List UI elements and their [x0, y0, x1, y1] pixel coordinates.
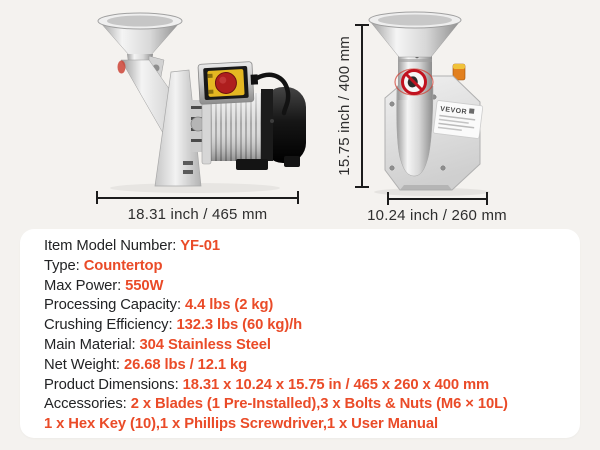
vevor-label: VEVOR — [433, 100, 484, 139]
dimension-label-height-front: 15.75 inch / 400 mm — [335, 36, 353, 176]
spec-value: 2 x Blades (1 Pre-Installed),3 x Bolts &… — [130, 396, 508, 413]
dimension-line-height-front — [361, 25, 363, 187]
stand-plate — [154, 69, 202, 187]
spec-value: 1 x Hex Key (10),1 x Phillips Screwdrive… — [44, 416, 439, 433]
orange-fitting — [452, 63, 466, 81]
spec-row-max-power: Max Power: 550W — [44, 277, 564, 297]
spec-label: Processing Capacity: — [44, 297, 185, 314]
spec-value: 550W — [125, 277, 164, 294]
spec-row-processing-capacity: Processing Capacity: 4.4 lbs (2 kg) — [44, 296, 564, 316]
spec-value: Countertop — [83, 257, 163, 274]
spec-value: 18.31 x 10.24 x 15.75 in / 465 x 260 x 4… — [182, 376, 490, 393]
spec-label: Accessories: — [44, 396, 131, 413]
vevor-label-text: VEVOR — [440, 106, 468, 116]
dimension-tick — [96, 191, 98, 204]
bolt — [183, 161, 193, 165]
spec-row-main-material: Main Material: 304 Stainless Steel — [44, 336, 564, 356]
grain-mill-front-view-photo: VEVOR — [368, 11, 490, 196]
spec-value: YF-01 — [180, 238, 221, 254]
power-switch — [197, 61, 259, 105]
spec-label: Type: — [44, 257, 84, 274]
motor-end-cap — [261, 87, 306, 163]
motor-foot — [284, 156, 300, 167]
spec-label: Product Dimensions: — [44, 376, 183, 393]
dimension-tick — [355, 24, 369, 26]
dimension-tick — [387, 192, 389, 205]
grinding-chamber — [396, 85, 434, 177]
spec-label: Item Model Number: — [44, 238, 181, 254]
spec-row-type: Type: Countertop — [44, 257, 564, 277]
dimension-tick — [486, 192, 488, 205]
dimension-line-width-front — [388, 198, 487, 200]
spec-value: 132.3 lbs (60 kg)/h — [176, 317, 303, 334]
spec-label: Max Power: — [44, 277, 126, 294]
motor-foot — [236, 159, 268, 170]
spec-row-crushing-efficiency: Crushing Efficiency: 132.3 lbs (60 kg)/h — [44, 316, 564, 336]
motor-body — [201, 89, 268, 165]
spec-value: 26.68 lbs / 12.1 kg — [123, 356, 248, 373]
spec-row-net-weight: Net Weight: 26.68 lbs / 12.1 kg — [44, 356, 564, 376]
spec-value: 304 Stainless Steel — [139, 336, 271, 353]
spec-label: Net Weight: — [44, 356, 124, 373]
bolt — [183, 170, 193, 174]
dimension-tick — [355, 186, 369, 188]
spec-label: Main Material: — [44, 336, 140, 353]
dimension-label-width-side: 18.31 inch / 465 mm — [127, 206, 268, 223]
no-hands-warning-icon — [394, 68, 434, 96]
spec-label: Crushing Efficiency: — [44, 317, 177, 334]
dimension-tick — [297, 191, 299, 204]
spec-card: Item Model Number: YF-01 Type: Counterto… — [20, 229, 580, 438]
spec-row-accessories-continued: 1 x Hex Key (10),1 x Phillips Screwdrive… — [44, 415, 564, 435]
product-showcase: VEVOR 18.31 inch / 465 mm 10.24 inch / 2… — [96, 11, 507, 224]
spec-row-model: Item Model Number: YF-01 — [44, 237, 564, 257]
spec-row-product-dimensions: Product Dimensions: 18.31 x 10.24 x 15.7… — [44, 376, 564, 396]
grain-mill-side-view-photo — [97, 12, 306, 193]
dimension-label-width-front: 10.24 inch / 260 mm — [367, 207, 507, 224]
brand-sticker — [117, 60, 126, 74]
power-cable — [254, 72, 291, 116]
spec-value: 4.4 lbs (2 kg) — [185, 297, 274, 314]
plate-bottom-edge — [400, 185, 452, 190]
shadow — [110, 183, 280, 193]
spec-row-accessories: Accessories: 2 x Blades (1 Pre-Installed… — [44, 395, 564, 415]
dimension-line-width-side — [97, 197, 298, 199]
